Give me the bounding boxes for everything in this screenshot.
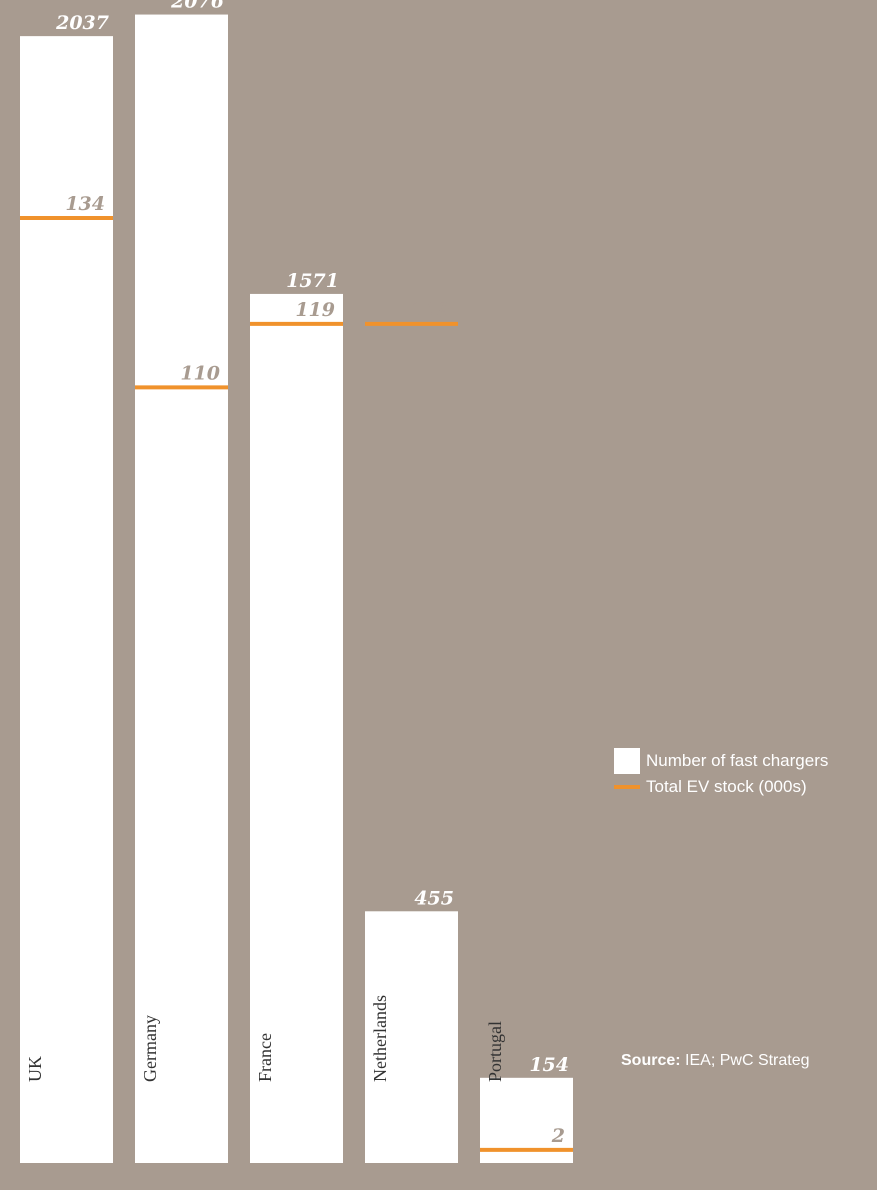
legend-item-ev-stock: Total EV stock (000s): [614, 777, 807, 797]
ev-value-germany: 110: [180, 362, 220, 384]
category-label-germany: Germany: [140, 1015, 160, 1082]
bar-uk: [20, 36, 113, 1164]
source-text: IEA; PwC Strateg: [685, 1052, 810, 1069]
legend-swatch-ev-stock: [614, 785, 640, 789]
ev-value-uk: 134: [65, 193, 105, 215]
bar-value-portugal: 154: [529, 1054, 569, 1076]
source-label: Source:: [621, 1052, 681, 1069]
source-note: Source: IEA; PwC Strateg: [621, 1052, 810, 1070]
ev-value-netherlands: 119: [410, 299, 450, 321]
bar-value-germany: 2076: [170, 0, 224, 13]
legend-item-fast-chargers: Number of fast chargers: [614, 748, 828, 774]
legend-label-ev-stock: Total EV stock (000s): [646, 777, 807, 796]
category-label-netherlands: Netherlands: [370, 995, 390, 1082]
bar-france: [250, 293, 343, 1163]
bar-value-netherlands: 455: [414, 887, 454, 909]
bar-germany: [135, 14, 228, 1164]
category-label-france: France: [255, 1033, 275, 1082]
bar-netherlands: [365, 911, 458, 1163]
legend-label-fast-chargers: Number of fast chargers: [646, 751, 829, 770]
legend-swatch-fast-chargers: [614, 748, 640, 774]
bar-value-france: 1571: [286, 270, 339, 292]
ev-value-france: 119: [295, 299, 335, 321]
category-label-uk: UK: [25, 1056, 45, 1082]
category-label-portugal: Portugal: [485, 1021, 505, 1082]
ev-value-portugal: 2: [551, 1125, 565, 1147]
bar-value-uk: 2037: [55, 12, 109, 34]
